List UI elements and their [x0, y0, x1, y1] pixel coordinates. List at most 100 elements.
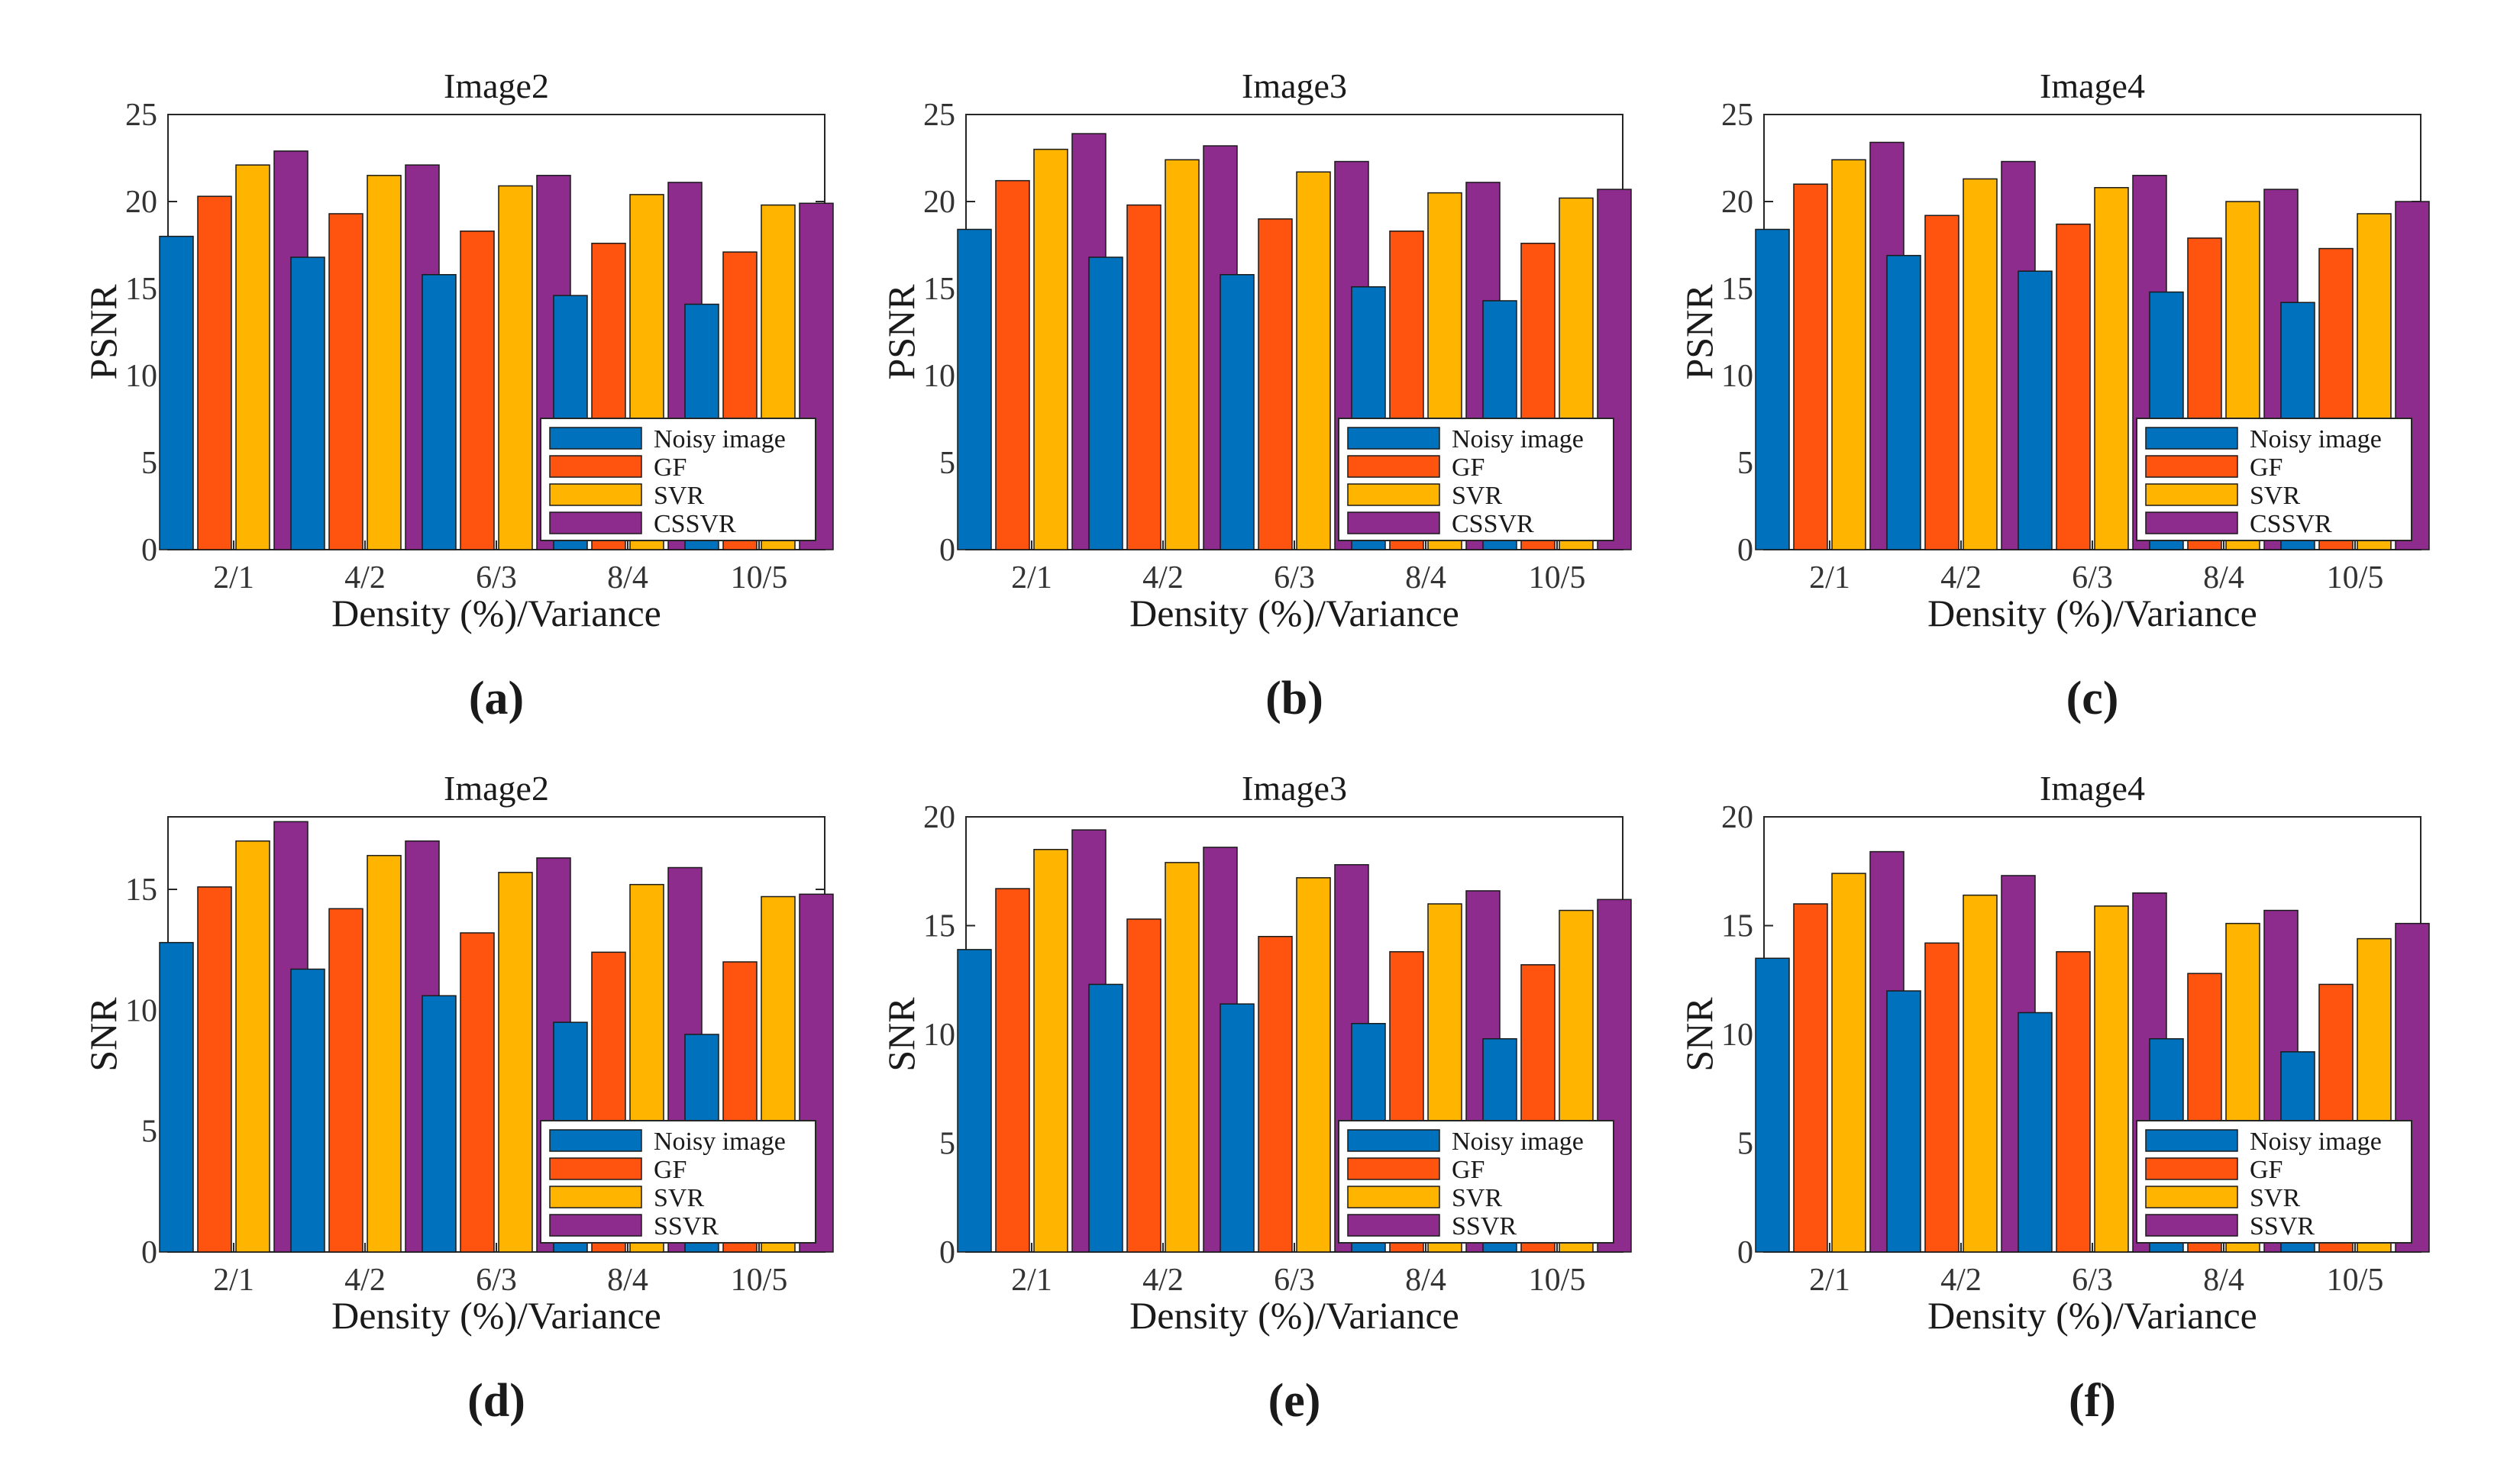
y-tick-label: 20: [1721, 185, 1753, 220]
panel-label: (e): [1268, 1375, 1321, 1427]
bar: [498, 185, 533, 550]
x-tick-label: 4/2: [1940, 1263, 1982, 1298]
x-tick-label: 4/2: [344, 560, 386, 595]
bar: [1831, 159, 1866, 550]
bar: [1755, 228, 1790, 550]
legend-swatch: [2145, 427, 2238, 450]
bar: [1886, 990, 1921, 1253]
x-tick-label: 2/1: [1011, 560, 1052, 595]
y-tick-label: 20: [125, 185, 157, 220]
legend-entry: Noisy image: [654, 425, 786, 453]
chart-title: Image3: [1242, 66, 1347, 105]
bar: [2056, 223, 2091, 550]
x-tick-label: 2/1: [213, 1263, 254, 1298]
x-tick-label: 10/5: [1529, 560, 1586, 595]
x-tick-label: 8/4: [607, 560, 648, 595]
bar: [995, 179, 1030, 550]
y-tick-label: 15: [1721, 909, 1753, 944]
bar: [290, 968, 325, 1253]
chart-title: Image3: [1242, 769, 1347, 808]
bar: [1831, 873, 1866, 1253]
y-tick-label: 20: [923, 800, 955, 835]
x-axis-label: Density (%)/Variance: [331, 1294, 661, 1337]
panel-label: (b): [1265, 673, 1323, 724]
bar: [367, 175, 402, 550]
chart-panel-6: Image4 0 5 10 15 20 SNR 2/1 4/2 6/3 8/4 10/5 Density…: [1678, 769, 2430, 1427]
legend-swatch: [549, 483, 642, 506]
bar: [1924, 942, 1959, 1253]
y-tick-label: 20: [1721, 800, 1753, 835]
x-tick-label: 6/3: [2072, 1263, 2113, 1298]
bar: [1033, 148, 1068, 550]
bar: [2056, 950, 2091, 1253]
legend-swatch: [549, 1129, 642, 1152]
bar: [367, 854, 402, 1253]
x-tick-label: 6/3: [2072, 560, 2113, 595]
bar: [2094, 905, 2129, 1253]
bar: [1220, 274, 1255, 550]
legend-entry: CSSVR: [1452, 510, 1534, 538]
bar: [1793, 903, 1828, 1253]
chart-title: Image4: [2040, 66, 2145, 105]
bar: [235, 840, 270, 1253]
legend-entry: Noisy image: [1452, 1128, 1584, 1156]
x-tick-label: 8/4: [1405, 560, 1446, 595]
x-axis-label: Density (%)/Variance: [1129, 1294, 1459, 1337]
y-tick-label: 0: [1737, 1235, 1753, 1270]
legend-entry: GF: [1452, 1156, 1485, 1184]
x-tick-label: 4/2: [1142, 560, 1184, 595]
x-tick-label: 2/1: [213, 560, 254, 595]
y-tick-label: 15: [1721, 272, 1753, 307]
chart-title: Image4: [2040, 769, 2145, 808]
y-tick-label: 5: [141, 446, 157, 481]
legend-swatch: [2145, 1186, 2238, 1208]
bar: [197, 195, 232, 550]
bar: [1258, 218, 1293, 550]
y-tick-label: 15: [125, 272, 157, 307]
legend-entry: Noisy image: [2250, 1128, 2382, 1156]
legend-entry: Noisy image: [2250, 425, 2382, 453]
bar: [1258, 936, 1293, 1253]
chart-panel-4: Image2 0 5 10 15 SNR 2/1 4/2 6/3 8/4 10/5 Density (…: [82, 769, 834, 1427]
legend-entry: GF: [2250, 1156, 2283, 1184]
legend-swatch: [549, 427, 642, 450]
legend-entry: SVR: [2250, 1184, 2300, 1212]
legend-entry: GF: [1452, 453, 1485, 482]
bar: [1296, 171, 1331, 550]
y-tick-label: 15: [923, 909, 955, 944]
legend-swatch: [2145, 511, 2238, 534]
x-tick-label: 10/5: [2327, 1263, 2384, 1298]
y-tick-label: 10: [125, 993, 157, 1028]
legend-entry: SVR: [1452, 1184, 1502, 1212]
legend-swatch: [2145, 1214, 2238, 1237]
bar: [290, 257, 325, 550]
bar: [995, 888, 1030, 1253]
legend-swatch: [1347, 511, 1440, 534]
bar: [460, 932, 495, 1253]
y-tick-label: 25: [923, 98, 955, 133]
legend-swatch: [1347, 483, 1440, 506]
x-tick-label: 4/2: [1940, 560, 1982, 595]
bar: [1088, 257, 1123, 550]
x-tick-label: 6/3: [476, 1263, 517, 1298]
x-tick-label: 10/5: [731, 1263, 788, 1298]
panel-label: (d): [467, 1375, 525, 1427]
bar: [957, 228, 992, 550]
y-tick-label: 15: [125, 873, 157, 908]
panel-label: (f): [2069, 1375, 2116, 1427]
y-tick-label: 10: [923, 359, 955, 394]
legend-entry: SVR: [654, 1184, 704, 1212]
x-axis-label: Density (%)/Variance: [1927, 1294, 2257, 1337]
bar: [235, 164, 270, 550]
y-axis-label: SNR: [880, 997, 922, 1072]
chart-panel-1: Image2 0 5 10 15 20 25 PSNR 2/1 4/2 6/3 8/4 10/5 Dens…: [82, 66, 834, 724]
bar: [159, 941, 194, 1253]
bar: [197, 886, 232, 1253]
legend-swatch: [549, 1186, 642, 1208]
y-axis-label: PSNR: [82, 284, 124, 380]
bar: [1165, 159, 1200, 550]
